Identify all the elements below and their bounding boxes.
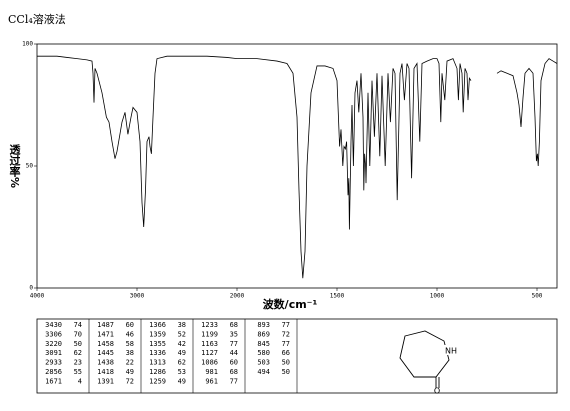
chart-title: CCl₄溶液法 [8, 12, 66, 26]
x-tick-label: 4000 [30, 293, 45, 300]
ring [399, 330, 450, 378]
peak-wavenumber: 3306 [45, 330, 62, 338]
peak-transmittance: 74 [74, 321, 82, 329]
peak-wavenumber: 961 [205, 377, 218, 385]
y-tick-label: 100 [22, 41, 33, 48]
peak-wavenumber: 981 [205, 368, 218, 376]
peak-wavenumber: 1286 [149, 368, 166, 376]
peak-transmittance: 66 [282, 349, 290, 357]
peak-transmittance: 72 [282, 330, 290, 338]
peak-wavenumber: 893 [257, 321, 270, 329]
peak-transmittance: 55 [74, 368, 82, 376]
peak-wavenumber: 1355 [149, 340, 166, 348]
peak-transmittance: 62 [178, 359, 186, 367]
y-tick-label: 50 [26, 163, 34, 170]
peak-wavenumber: 580 [257, 349, 270, 357]
peak-wavenumber: 1233 [201, 321, 218, 329]
peak-transmittance: 77 [230, 377, 238, 385]
peak-transmittance: 35 [230, 330, 238, 338]
x-axis-label: 波数/cm⁻¹ [263, 297, 318, 311]
peak-wavenumber: 494 [257, 368, 270, 376]
peak-transmittance: 50 [282, 359, 290, 367]
peak-wavenumber: 1086 [201, 359, 218, 367]
peak-wavenumber: 1366 [149, 321, 166, 329]
peak-transmittance: 60 [230, 359, 238, 367]
peak-wavenumber: 1458 [97, 340, 114, 348]
peak-wavenumber: 1671 [45, 377, 62, 385]
structure-label: NH [445, 347, 457, 356]
x-tick-label: 1500 [330, 293, 345, 300]
peak-wavenumber: 1438 [97, 359, 114, 367]
spectrum-line [37, 55, 558, 279]
peak-transmittance: 77 [282, 340, 290, 348]
peak-wavenumber: 1313 [149, 359, 166, 367]
structure [399, 330, 450, 388]
peak-wavenumber: 1336 [149, 349, 166, 357]
y-axis-label: 透过率% [8, 144, 21, 188]
peak-wavenumber: 1471 [97, 330, 114, 338]
peak-transmittance: 68 [230, 321, 238, 329]
peak-transmittance: 50 [282, 368, 290, 376]
peak-wavenumber: 3091 [45, 349, 62, 357]
peak-wavenumber: 845 [257, 340, 270, 348]
peak-wavenumber: 1418 [97, 368, 114, 376]
peak-transmittance: 60 [126, 321, 134, 329]
peak-transmittance: 44 [230, 349, 238, 357]
peak-wavenumber: 869 [257, 330, 270, 338]
peak-wavenumber: 2856 [45, 368, 62, 376]
x-tick-label: 3000 [130, 293, 145, 300]
peak-transmittance: 77 [230, 340, 238, 348]
peak-transmittance: 77 [282, 321, 290, 329]
peak-transmittance: 70 [74, 330, 82, 338]
peak-transmittance: 23 [74, 359, 82, 367]
peak-transmittance: 72 [126, 377, 134, 385]
peak-wavenumber: 1127 [201, 349, 218, 357]
x-tick-label: 1000 [430, 293, 445, 300]
peak-transmittance: 38 [178, 321, 186, 329]
peak-transmittance: 49 [178, 377, 186, 385]
label-mask [443, 345, 459, 355]
peak-wavenumber: 3430 [45, 321, 62, 329]
peak-wavenumber: 1445 [97, 349, 114, 357]
peak-transmittance: 49 [126, 368, 134, 376]
plot-frame [36, 43, 558, 289]
peak-transmittance: 4 [78, 377, 82, 385]
peak-wavenumber: 503 [257, 359, 270, 367]
peak-transmittance: 50 [74, 340, 82, 348]
peak-transmittance: 46 [126, 330, 134, 338]
peak-wavenumber: 1487 [97, 321, 114, 329]
peak-transmittance: 22 [126, 359, 134, 367]
y-tick-label: 0 [29, 285, 33, 292]
peak-wavenumber: 2933 [45, 359, 62, 367]
peak-wavenumber: 3220 [45, 340, 62, 348]
peak-transmittance: 49 [178, 349, 186, 357]
peak-wavenumber: 1163 [201, 340, 218, 348]
peak-wavenumber: 1199 [201, 330, 218, 338]
peak-transmittance: 52 [178, 330, 186, 338]
peak-wavenumber: 1259 [149, 377, 166, 385]
peak-transmittance: 62 [74, 349, 82, 357]
peak-transmittance: 42 [178, 340, 186, 348]
peak-transmittance: 68 [230, 368, 238, 376]
peak-wavenumber: 1391 [97, 377, 114, 385]
x-tick-label: 2000 [230, 293, 245, 300]
peak-transmittance: 58 [126, 340, 134, 348]
peak-transmittance: 38 [126, 349, 134, 357]
structure-label: O [434, 387, 440, 396]
x-tick-label: 500 [532, 293, 543, 300]
peak-transmittance: 53 [178, 368, 186, 376]
peak-wavenumber: 1359 [149, 330, 166, 338]
